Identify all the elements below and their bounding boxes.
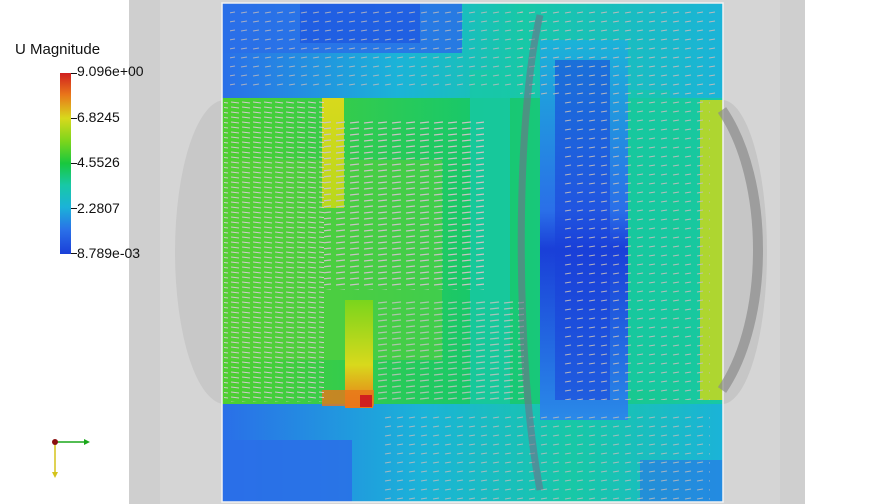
colorbar-label: 6.8245 [77, 109, 120, 125]
axes-triad-icon [52, 439, 90, 478]
colorbar [60, 73, 71, 254]
colorbar-label-min: 8.789e-03 [77, 245, 140, 261]
legend-title: U Magnitude [15, 41, 100, 58]
colorbar-label: 2.2807 [77, 200, 120, 216]
colorbar-label-max: 9.096e+00 [77, 63, 144, 79]
colorbar-label: 4.5526 [77, 154, 120, 170]
